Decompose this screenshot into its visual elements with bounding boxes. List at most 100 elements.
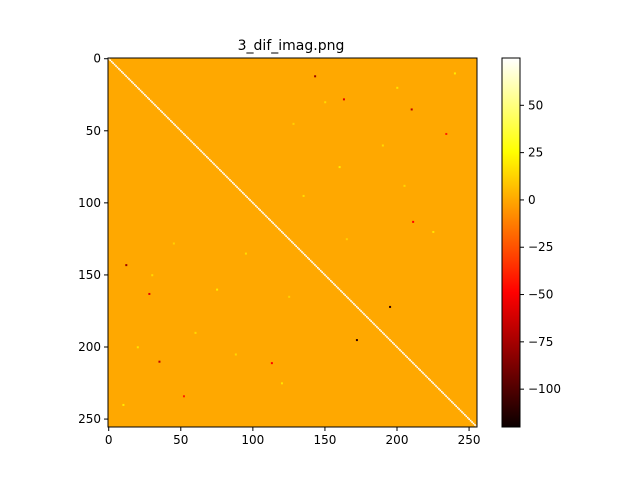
diagonal-cell xyxy=(263,213,266,216)
diagonal-cell xyxy=(181,131,184,134)
diagonal-cell xyxy=(340,290,342,292)
diagonal-cell xyxy=(425,375,427,377)
diagonal-cell xyxy=(158,108,161,111)
diagonal-cell xyxy=(416,366,419,369)
heatmap-point xyxy=(182,395,185,398)
diagonal-cell xyxy=(216,166,218,168)
y-tick-label: 150 xyxy=(78,268,101,282)
diagonal-cell xyxy=(406,356,409,359)
diagonal-cell xyxy=(155,105,158,108)
diagonal-cell xyxy=(298,248,300,250)
diagonal-cell xyxy=(201,151,204,154)
diagonal-cell xyxy=(193,143,195,145)
diagonal-cell xyxy=(438,388,440,390)
diagonal-cell xyxy=(293,243,296,246)
diagonal-cell xyxy=(218,168,221,171)
diagonal-cell xyxy=(319,269,322,272)
diagonal-cell xyxy=(213,163,215,165)
heatmap-point xyxy=(136,346,139,349)
diagonal-cell xyxy=(164,114,166,116)
heatmap-point xyxy=(342,98,345,101)
diagonal-cell xyxy=(182,132,185,135)
diagonal-cell xyxy=(224,174,227,177)
diagonal-cell xyxy=(341,291,344,294)
diagonal-cell xyxy=(351,301,354,304)
y-tick-label: 50 xyxy=(86,124,101,138)
diagonal-cell xyxy=(229,179,231,181)
diagonal-cell xyxy=(371,321,374,324)
diagonal-cell xyxy=(154,104,156,106)
y-axis-ticks: 0 50 100 150 200 250 xyxy=(78,52,108,426)
heatmap-point xyxy=(345,238,348,241)
diagonal-cell xyxy=(203,153,205,155)
diagonal-cell xyxy=(242,192,244,194)
diagonal-cell xyxy=(462,412,465,415)
diagonal-cell xyxy=(146,96,149,99)
diagonal-cell xyxy=(184,134,187,137)
diagonal-cell xyxy=(123,73,126,76)
diagonal-cell xyxy=(354,304,357,307)
diagonal-cell xyxy=(126,76,129,79)
diagonal-cell xyxy=(308,258,310,260)
heatmap-point xyxy=(172,242,175,245)
diagonal-cell xyxy=(292,242,295,245)
diagonal-cell xyxy=(180,130,182,132)
diagonal-cell xyxy=(132,82,135,85)
diagonal-cell xyxy=(442,392,445,395)
diagonal-cell xyxy=(141,91,143,93)
diagonal-cell xyxy=(309,259,312,262)
diagonal-cell xyxy=(461,411,463,413)
heatmap-point xyxy=(302,194,305,197)
diagonal-cell xyxy=(296,246,299,249)
diagonal-cell xyxy=(210,160,212,162)
diagonal-cell xyxy=(407,357,410,360)
x-tick-label: 150 xyxy=(313,433,336,447)
diagonal-cell xyxy=(415,365,417,367)
diagonal-cell xyxy=(324,274,326,276)
diagonal-cell xyxy=(257,207,260,210)
diagonal-cell xyxy=(198,148,201,151)
diagonal-cell xyxy=(469,419,472,422)
diagonal-cell xyxy=(378,328,381,331)
diagonal-cell xyxy=(288,238,290,240)
diagonal-cell xyxy=(400,350,403,353)
diagonal-cell xyxy=(161,111,163,113)
heatmap-point xyxy=(292,122,295,125)
diagonal-cell xyxy=(142,92,145,95)
diagonal-cell xyxy=(366,316,368,318)
diagonal-cell xyxy=(318,268,321,271)
diagonal-cell xyxy=(265,215,267,217)
diagonal-cell xyxy=(472,422,475,425)
diagonal-cell xyxy=(280,230,283,233)
diagonal-cell xyxy=(131,81,133,83)
diagonal-cell xyxy=(427,377,430,380)
heatmap-point xyxy=(270,362,273,365)
diagonal-cell xyxy=(471,421,473,423)
diagonal-cell xyxy=(376,326,378,328)
heatmap-point xyxy=(288,295,291,298)
diagonal-cell xyxy=(247,197,250,200)
diagonal-cell xyxy=(214,164,217,167)
diagonal-cell xyxy=(402,352,404,354)
heatmap-point xyxy=(314,75,317,78)
heatmap-point xyxy=(158,360,161,363)
diagonal-cell xyxy=(139,89,142,92)
diagonal-cell xyxy=(299,249,302,252)
diagonal-cell xyxy=(227,177,230,180)
diagonal-cell xyxy=(335,285,338,288)
diagonal-cell xyxy=(373,323,375,325)
diagonal-cell xyxy=(269,219,272,222)
diagonal-cell xyxy=(451,401,453,403)
heatmap-point xyxy=(280,382,283,385)
diagonal-cell xyxy=(178,128,181,131)
diagonal-cell xyxy=(275,225,277,227)
diagonal-cell xyxy=(144,94,146,96)
diagonal-cell xyxy=(381,331,384,334)
diagonal-cell xyxy=(374,324,377,327)
diagonal-cell xyxy=(278,228,280,230)
diagonal-cell xyxy=(455,405,458,408)
diagonal-cell xyxy=(423,373,426,376)
diagonal-cell xyxy=(399,349,401,351)
diagonal-cell xyxy=(429,379,432,382)
